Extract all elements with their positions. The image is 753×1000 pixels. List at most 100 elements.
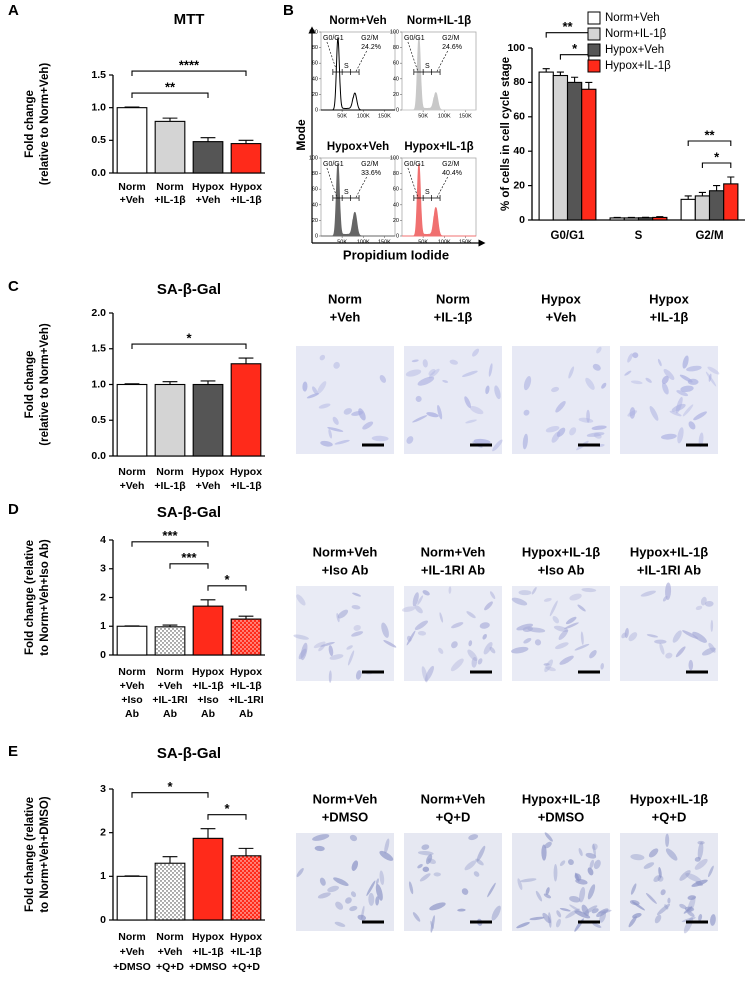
cell bbox=[411, 359, 419, 363]
x-tick-label: +IL-1β bbox=[230, 480, 262, 492]
cell bbox=[556, 427, 566, 437]
x-tick-label: Hypox bbox=[192, 181, 224, 193]
legend-swatch bbox=[587, 27, 601, 41]
y-tick-label: 0.5 bbox=[91, 414, 106, 426]
y-tick-label: 0 bbox=[396, 107, 399, 113]
cell bbox=[695, 881, 704, 886]
x-tick-label: Hypox bbox=[192, 666, 224, 678]
x-tick-label: +Veh bbox=[120, 946, 145, 958]
bar-texture bbox=[155, 863, 185, 920]
cell bbox=[412, 592, 419, 607]
y-tick-label: 100 bbox=[390, 29, 399, 35]
bar bbox=[694, 195, 711, 221]
y-tick-label: 1.0 bbox=[91, 101, 106, 113]
cell bbox=[414, 605, 423, 614]
error-bar bbox=[571, 76, 579, 83]
cell bbox=[676, 390, 689, 397]
significance-bracket bbox=[131, 343, 247, 350]
cell bbox=[405, 369, 422, 377]
error-bar bbox=[585, 81, 593, 90]
cell bbox=[421, 844, 430, 850]
y-axis-label: to Norm+Veh+DMSO) bbox=[39, 796, 51, 912]
cell bbox=[417, 864, 423, 869]
cell bbox=[688, 421, 696, 430]
phase-label: G0/G1 bbox=[404, 35, 425, 42]
x-tick-label: +Veh bbox=[120, 480, 145, 492]
y-axis-label: (relative to Norm+Veh) bbox=[39, 63, 51, 186]
x-tick-label: Ab bbox=[163, 708, 177, 720]
bar bbox=[116, 625, 148, 656]
x-tick-label: +Veh bbox=[158, 946, 183, 958]
cell bbox=[596, 346, 602, 354]
x-tick-label: +IL-1β bbox=[230, 946, 262, 958]
x-tick-label: 100K bbox=[357, 113, 370, 119]
cell bbox=[586, 409, 590, 423]
bar bbox=[116, 383, 148, 457]
significance-label: ** bbox=[562, 19, 573, 34]
cell bbox=[569, 896, 581, 903]
error-bar bbox=[200, 599, 216, 607]
phase-percent: 24.2% bbox=[361, 44, 381, 51]
y-tick-label: 0.5 bbox=[91, 134, 106, 146]
cell bbox=[489, 591, 496, 600]
x-tick-label: Hypox bbox=[230, 666, 262, 678]
cell bbox=[473, 438, 491, 445]
cell bbox=[677, 427, 684, 444]
cell bbox=[425, 854, 433, 865]
cell bbox=[686, 910, 695, 918]
bar bbox=[708, 190, 725, 221]
cell bbox=[366, 880, 376, 896]
x-tick-label: Hypox bbox=[192, 931, 224, 943]
x-tick-label: Norm bbox=[118, 181, 145, 193]
x-tick-label: +Iso bbox=[121, 694, 142, 706]
phase-label: G0/G1 bbox=[323, 161, 344, 168]
cell bbox=[516, 922, 530, 929]
histogram-curve bbox=[321, 38, 395, 111]
cell bbox=[482, 634, 487, 640]
cell bbox=[345, 897, 352, 904]
cell bbox=[527, 627, 546, 633]
legend-label: Hypox+IL-1β bbox=[605, 60, 671, 72]
cell bbox=[439, 612, 444, 623]
significance-label: **** bbox=[179, 57, 200, 72]
cell bbox=[332, 416, 339, 425]
cell bbox=[414, 620, 428, 631]
cell bbox=[511, 646, 529, 654]
cell bbox=[665, 848, 678, 861]
error-bar bbox=[200, 828, 216, 839]
cell bbox=[351, 605, 361, 610]
cell bbox=[371, 435, 389, 442]
cell bbox=[700, 596, 707, 606]
x-tick-label: +Veh bbox=[120, 680, 145, 692]
cell bbox=[702, 647, 716, 656]
x-tick-label: 50K bbox=[337, 113, 347, 119]
y-tick-label: 80 bbox=[393, 45, 399, 51]
cell bbox=[472, 348, 480, 357]
x-tick-label: +IL-1β bbox=[230, 194, 262, 206]
micrograph-label: Norm+Veh bbox=[313, 791, 378, 806]
cell bbox=[468, 834, 479, 841]
micrograph-label: +IL-1β bbox=[650, 309, 689, 324]
x-tick-label: Norm bbox=[156, 466, 183, 478]
cell bbox=[624, 370, 632, 376]
y-axis-label: Fold change (relative bbox=[24, 540, 36, 655]
cell bbox=[457, 908, 466, 912]
cell bbox=[555, 918, 561, 928]
cell bbox=[417, 631, 427, 636]
cell bbox=[628, 916, 637, 928]
cell bbox=[568, 366, 575, 379]
y-tick-label: 60 bbox=[513, 111, 525, 123]
cell bbox=[489, 646, 496, 654]
micrograph-label: Norm bbox=[328, 291, 362, 306]
cell bbox=[349, 905, 358, 912]
x-tick-label: +Veh bbox=[158, 680, 183, 692]
cell bbox=[658, 866, 662, 879]
cell bbox=[553, 625, 569, 632]
cell bbox=[567, 859, 574, 866]
cell bbox=[556, 910, 562, 918]
y-tick-label: 100 bbox=[390, 155, 399, 161]
panel-letter: E bbox=[8, 743, 18, 760]
cell bbox=[593, 432, 602, 439]
bar bbox=[192, 383, 224, 457]
cell bbox=[494, 385, 501, 400]
